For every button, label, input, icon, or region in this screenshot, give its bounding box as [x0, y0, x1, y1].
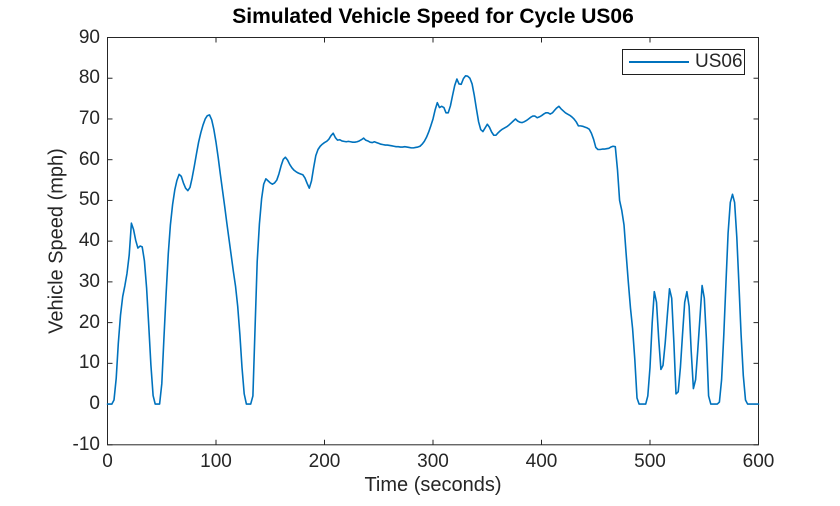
- legend-box: US06: [622, 49, 745, 75]
- y-tick-label: 10: [78, 352, 100, 374]
- x-tick-label: 200: [308, 451, 341, 472]
- series-line-us06: [106, 74, 760, 405]
- x-tick-label: 100: [200, 451, 232, 472]
- y-axis-label: Vehicle Speed (mph): [45, 148, 68, 334]
- y-tick-label: 20: [78, 311, 100, 333]
- y-tick-label: 30: [78, 270, 100, 292]
- y-tick-label: 40: [78, 230, 100, 252]
- y-tick-label: 0: [89, 393, 100, 415]
- axes-border: [107, 37, 759, 446]
- x-tick-label: 400: [525, 451, 558, 472]
- y-tick-label: 60: [78, 148, 100, 170]
- y-tick-label: 80: [78, 67, 100, 89]
- x-tick-label: 0: [102, 451, 113, 472]
- y-tick-label: 70: [78, 107, 100, 129]
- y-tick-label: 90: [78, 26, 100, 48]
- x-axis-tick-labels: 0 100 200 300 400 500 600: [0, 451, 840, 475]
- x-axis-label: Time (seconds): [364, 474, 502, 496]
- legend-entry-label: US06: [695, 51, 743, 72]
- x-tick-label: 300: [417, 451, 449, 472]
- x-tick-label: 600: [742, 451, 775, 472]
- x-tick-label: 500: [634, 451, 666, 472]
- y-tick-label: 50: [78, 189, 100, 211]
- legend-line-sample: [629, 61, 689, 63]
- y-axis-tick-labels: -10 0 10 20 30 40 50 60 70 80 90: [0, 0, 100, 506]
- chart-title: Simulated Vehicle Speed for Cycle US06: [232, 5, 634, 28]
- y-tick-label: -10: [72, 433, 100, 455]
